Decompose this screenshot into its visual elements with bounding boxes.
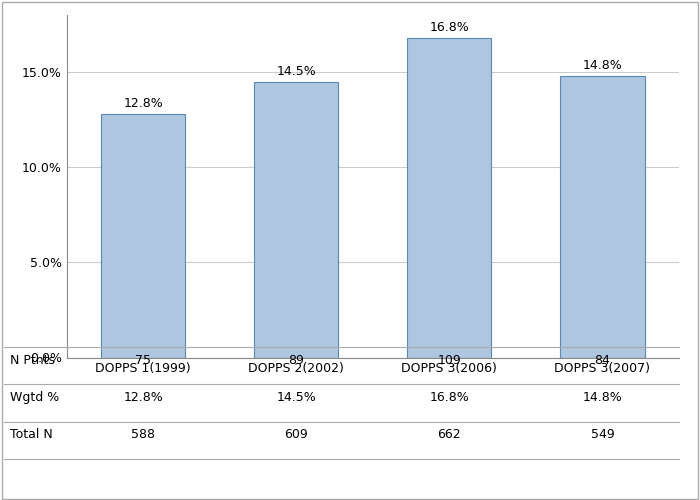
Text: N Ptnts: N Ptnts: [10, 354, 55, 366]
Text: 588: 588: [131, 428, 155, 442]
Text: 89: 89: [288, 354, 304, 366]
Bar: [560, 76, 645, 358]
Text: 549: 549: [591, 428, 615, 442]
Text: 16.8%: 16.8%: [429, 391, 469, 404]
Text: 662: 662: [438, 428, 461, 442]
Text: Total N: Total N: [10, 428, 53, 442]
Text: 14.5%: 14.5%: [276, 391, 316, 404]
Bar: [101, 114, 186, 358]
Bar: [407, 38, 491, 358]
Bar: [254, 82, 338, 357]
Text: 109: 109: [438, 354, 461, 366]
Text: 16.8%: 16.8%: [429, 21, 469, 34]
Text: 14.8%: 14.8%: [582, 59, 622, 72]
Text: 12.8%: 12.8%: [123, 97, 163, 110]
Text: 14.8%: 14.8%: [582, 391, 622, 404]
Text: 14.5%: 14.5%: [276, 65, 316, 78]
Text: 75: 75: [135, 354, 151, 366]
Text: 12.8%: 12.8%: [123, 391, 163, 404]
Text: Wgtd %: Wgtd %: [10, 391, 60, 404]
Text: 84: 84: [594, 354, 610, 366]
Text: 609: 609: [284, 428, 308, 442]
